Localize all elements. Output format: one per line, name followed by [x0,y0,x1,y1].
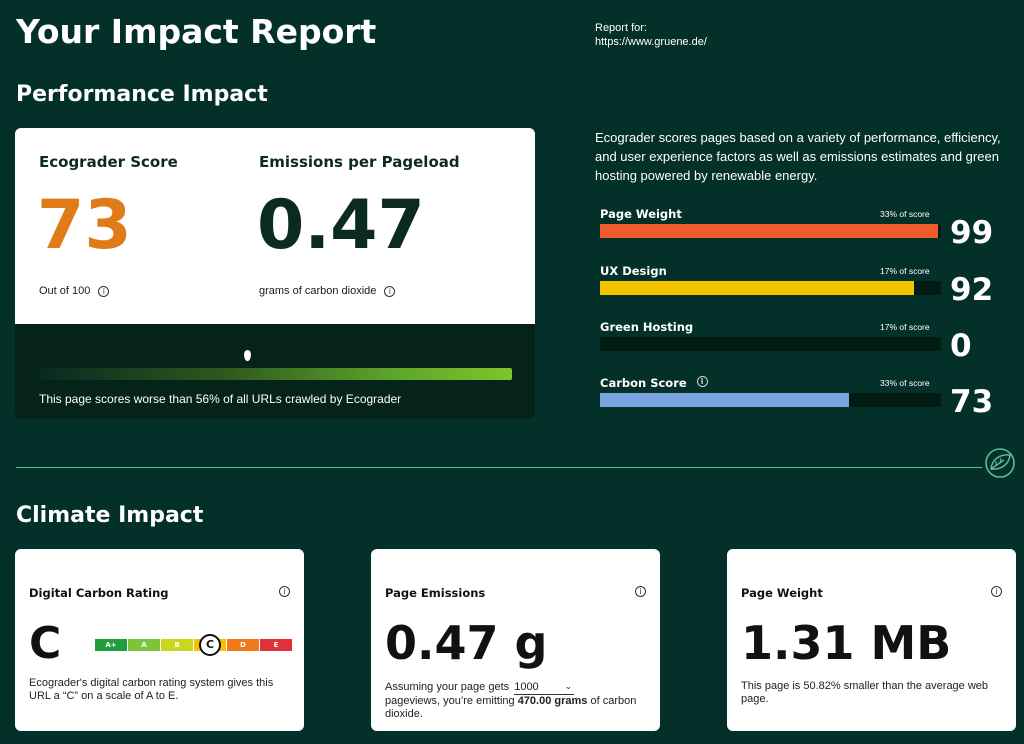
emissions-text-before: Assuming your page gets [385,681,510,693]
metric-name-label: Carbon Score [600,376,687,390]
page-emissions-title: Page Emissions [385,586,486,600]
score-subtext: Out of 100 i [39,285,110,297]
metric-row: UX Design 17% of score 92 [600,264,1020,314]
grade-cell: B [161,639,193,651]
page-weight-value: 1.31 MB [741,616,952,670]
climate-section-title: Climate Impact [16,503,204,528]
metric-row: Carbon Score i 33% of score 73 [600,376,1020,426]
leaf-logo-icon [985,448,1015,478]
report-for: Report for: https://www.gruene.de/ [595,21,707,49]
grade-scale: A+ A B C D E [95,634,295,656]
page-emissions-card: Page Emissions i 0.47 g Assuming your pa… [371,549,660,731]
metric-fill [600,393,849,407]
comparison-text: This page scores worse than 56% of all U… [39,392,402,406]
emissions-text-middle: pageviews, you’re emitting [385,695,515,707]
metric-score: 92 [950,272,994,308]
info-icon[interactable]: i [384,285,396,297]
carbon-rating-description: Ecograder's digital carbon rating system… [29,677,274,702]
grade-cell: A+ [95,639,127,651]
info-icon[interactable]: i [991,586,1002,597]
metric-name: Page Weight [600,207,682,221]
pageviews-value: 1000 [514,681,539,693]
metric-row: Green Hosting 17% of score 0 [600,320,1020,370]
carbon-rating-letter: C [29,618,62,669]
grade-cell: E [260,639,292,651]
emitted-amount: 470.00 grams [517,695,588,707]
info-icon[interactable]: i [696,376,708,387]
metric-name: Green Hosting [600,320,694,334]
metric-name: UX Design [600,264,667,278]
performance-section-title: Performance Impact [16,82,268,107]
carbon-rating-card: Digital Carbon Rating i C A+ A B C D E Ecogra… [15,549,304,731]
metric-fill [600,281,914,295]
metric-score: 0 [950,328,972,364]
info-icon[interactable]: i [279,586,290,597]
report-url[interactable]: https://www.gruene.de/ [595,36,707,48]
metric-share: 17% of score [880,266,930,276]
metric-share: 33% of score [880,378,930,388]
page-emissions-description: Assuming your page gets 1000 ⌄ pageviews,… [385,681,645,721]
grade-cell: D [227,639,259,651]
score-card: Ecograder Score 73 Out of 100 i Emissions… [15,128,535,419]
section-divider [16,467,982,468]
score-subtext-label: Out of 100 [39,285,91,297]
emissions-label: Emissions per Pageload [259,153,460,171]
ecograder-score-value: 73 [37,186,132,265]
metric-score: 99 [950,215,994,251]
score-card-top: Ecograder Score 73 Out of 100 i Emissions… [15,128,535,324]
metric-score: 73 [950,384,994,420]
metric-name: Carbon Score i [600,376,708,390]
page-title: Your Impact Report [16,12,377,51]
chevron-down-icon: ⌄ [564,681,573,691]
page-weight-title: Page Weight [741,586,823,600]
pageviews-select[interactable]: 1000 ⌄ [514,681,575,695]
report-for-label: Report for: [595,22,647,34]
metric-track [600,337,941,351]
metric-track [600,224,941,238]
grade-cell: A [128,639,160,651]
metric-track [600,393,941,407]
grade-active-marker: C [199,634,221,656]
page-weight-card: Page Weight i 1.31 MB This page is 50.82… [727,549,1016,731]
metric-track [600,281,941,295]
info-icon[interactable]: i [635,586,646,597]
score-position-marker [244,350,252,361]
info-icon[interactable]: i [98,285,110,297]
metric-share: 17% of score [880,322,930,332]
metric-share: 33% of score [880,209,930,219]
carbon-rating-title: Digital Carbon Rating [29,586,169,600]
score-comparison-bar [39,368,512,380]
emissions-text-after: of carbon dioxide. [385,695,637,720]
emissions-subtext-label: grams of carbon dioxide [259,285,377,297]
emissions-subtext: grams of carbon dioxide i [259,285,396,297]
ecograder-description: Ecograder scores pages based on a variet… [595,130,1001,183]
page-emissions-value: 0.47 g [385,616,548,670]
page-weight-description: This page is 50.82% smaller than the ave… [741,680,989,705]
ecograder-score-label: Ecograder Score [39,153,178,171]
emissions-value: 0.47 [257,186,425,265]
metric-fill [600,224,938,238]
metric-row: Page Weight 33% of score 99 [600,207,1020,257]
